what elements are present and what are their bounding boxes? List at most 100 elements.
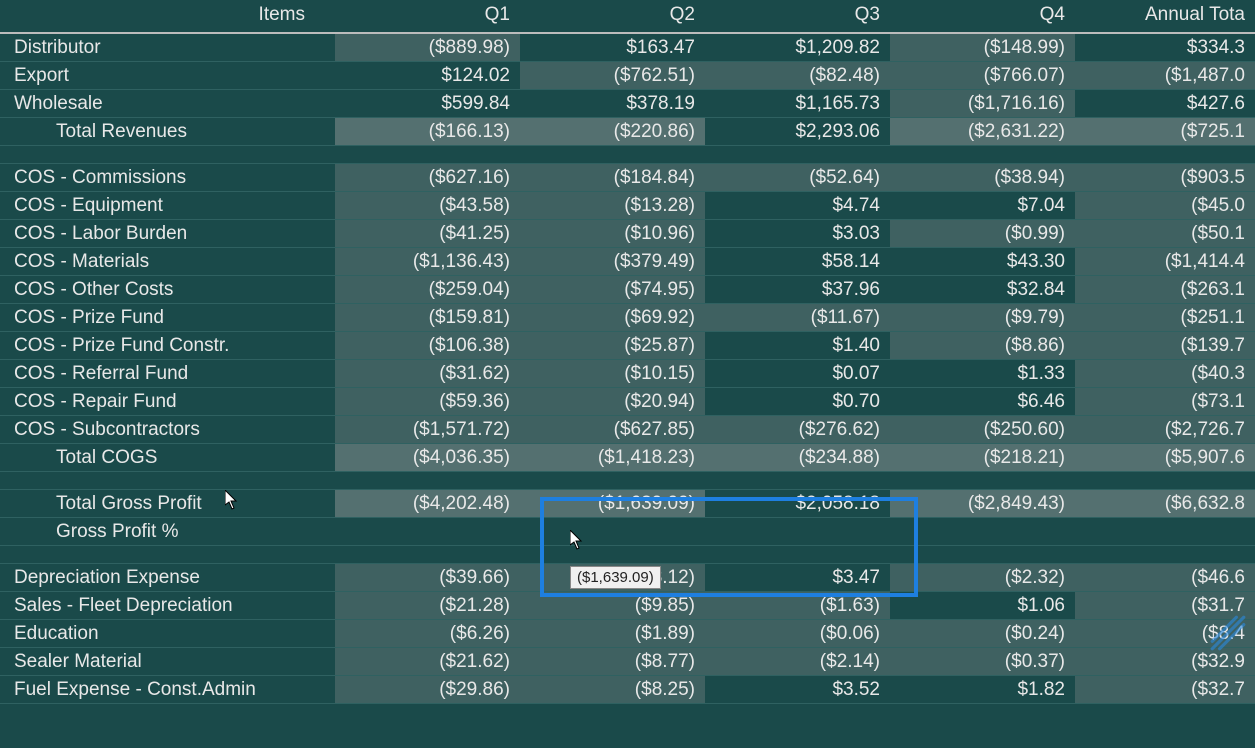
cell-q1[interactable]: ($889.98): [335, 33, 520, 61]
cell-annual[interactable]: $334.3: [1075, 33, 1255, 61]
cell-q4[interactable]: ($9.79): [890, 303, 1075, 331]
cell-q1[interactable]: ($41.25): [335, 219, 520, 247]
header-q4[interactable]: Q4: [890, 0, 1075, 33]
cell-q1[interactable]: ($627.16): [335, 163, 520, 191]
cell-annual[interactable]: ($73.1: [1075, 387, 1255, 415]
cell-q1[interactable]: ($1,136.43): [335, 247, 520, 275]
cell-q3[interactable]: $2,293.06: [705, 117, 890, 145]
cell-annual[interactable]: ($251.1: [1075, 303, 1255, 331]
cell-q4[interactable]: $1.82: [890, 675, 1075, 703]
cell-q4[interactable]: ($0.37): [890, 647, 1075, 675]
row-label[interactable]: Fuel Expense - Const.Admin: [0, 675, 335, 703]
cell-annual[interactable]: ($6,632.8: [1075, 489, 1255, 517]
cell-q2[interactable]: ($8.25): [520, 675, 705, 703]
cell-q1[interactable]: ($31.62): [335, 359, 520, 387]
cell-q1[interactable]: ($43.58): [335, 191, 520, 219]
row-label[interactable]: Sales - Fleet Depreciation: [0, 591, 335, 619]
row-label[interactable]: Total COGS: [0, 443, 335, 471]
cell-q3[interactable]: $58.14: [705, 247, 890, 275]
cell-q1[interactable]: ($59.36): [335, 387, 520, 415]
row-label[interactable]: Export: [0, 61, 335, 89]
cell-q3[interactable]: $1,209.82: [705, 33, 890, 61]
cell-q2[interactable]: ($13.28): [520, 191, 705, 219]
table-row[interactable]: COS - Labor Burden($41.25)($10.96)$3.03(…: [0, 219, 1255, 247]
cell-q4[interactable]: ($1,716.16): [890, 89, 1075, 117]
cell-q3[interactable]: $4.74: [705, 191, 890, 219]
cell-annual[interactable]: $427.6: [1075, 89, 1255, 117]
cell-q4[interactable]: $1.06: [890, 591, 1075, 619]
cell-q2[interactable]: ($762.51): [520, 61, 705, 89]
cell-annual[interactable]: ($5,907.6: [1075, 443, 1255, 471]
table-row[interactable]: COS - Other Costs($259.04)($74.95)$37.96…: [0, 275, 1255, 303]
header-q1[interactable]: Q1: [335, 0, 520, 33]
cell-q3[interactable]: $2,058.18: [705, 489, 890, 517]
cell-q3[interactable]: $3.03: [705, 219, 890, 247]
cell-q1[interactable]: ($21.62): [335, 647, 520, 675]
cell-q1[interactable]: ($4,202.48): [335, 489, 520, 517]
row-label[interactable]: Wholesale: [0, 89, 335, 117]
cell-q4[interactable]: ($218.21): [890, 443, 1075, 471]
row-label[interactable]: COS - Commissions: [0, 163, 335, 191]
cell-q1[interactable]: ($6.26): [335, 619, 520, 647]
cell-q3[interactable]: ($0.06): [705, 619, 890, 647]
cell-annual[interactable]: ($40.3: [1075, 359, 1255, 387]
cell-annual[interactable]: ($139.7: [1075, 331, 1255, 359]
cell-q4[interactable]: $32.84: [890, 275, 1075, 303]
cell-q1[interactable]: $124.02: [335, 61, 520, 89]
cell-q2[interactable]: ($69.92): [520, 303, 705, 331]
cell-annual[interactable]: ($1,414.4: [1075, 247, 1255, 275]
cell-q2[interactable]: ($627.85): [520, 415, 705, 443]
cell-annual[interactable]: ($903.5: [1075, 163, 1255, 191]
row-label[interactable]: Total Gross Profit: [0, 489, 335, 517]
cell-q3[interactable]: $1.40: [705, 331, 890, 359]
cell-q3[interactable]: ($82.48): [705, 61, 890, 89]
cell-q2[interactable]: ($25.87): [520, 331, 705, 359]
cell-q2[interactable]: ($379.49): [520, 247, 705, 275]
cell-q3[interactable]: ($2.14): [705, 647, 890, 675]
table-row[interactable]: COS - Materials($1,136.43)($379.49)$58.1…: [0, 247, 1255, 275]
cell-q3[interactable]: $3.52: [705, 675, 890, 703]
cell-q1[interactable]: ($259.04): [335, 275, 520, 303]
cell-q2[interactable]: ($1,418.23): [520, 443, 705, 471]
cell-q3[interactable]: $37.96: [705, 275, 890, 303]
row-label[interactable]: Sealer Material: [0, 647, 335, 675]
cell-q3[interactable]: $0.07: [705, 359, 890, 387]
cell-q4[interactable]: ($8.86): [890, 331, 1075, 359]
cell-q4[interactable]: ($38.94): [890, 163, 1075, 191]
row-label[interactable]: Depreciation Expense: [0, 563, 335, 591]
cell-q3[interactable]: $3.47: [705, 563, 890, 591]
row-label[interactable]: COS - Prize Fund Constr.: [0, 331, 335, 359]
row-label[interactable]: COS - Materials: [0, 247, 335, 275]
table-row[interactable]: COS - Commissions($627.16)($184.84)($52.…: [0, 163, 1255, 191]
report-table[interactable]: Items Q1 Q2 Q3 Q4 Annual Tota Distributo…: [0, 0, 1255, 704]
cell-annual[interactable]: ($263.1: [1075, 275, 1255, 303]
cell-q1[interactable]: ($166.13): [335, 117, 520, 145]
cell-annual[interactable]: ($2,726.7: [1075, 415, 1255, 443]
row-label[interactable]: Distributor: [0, 33, 335, 61]
cell-q1[interactable]: ($4,036.35): [335, 443, 520, 471]
row-label[interactable]: COS - Equipment: [0, 191, 335, 219]
row-label[interactable]: COS - Subcontractors: [0, 415, 335, 443]
table-row[interactable]: COS - Equipment($43.58)($13.28)$4.74$7.0…: [0, 191, 1255, 219]
cell-q2[interactable]: ($10.15): [520, 359, 705, 387]
table-row[interactable]: Wholesale$599.84$378.19$1,165.73($1,716.…: [0, 89, 1255, 117]
table-row[interactable]: Education($6.26)($1.89)($0.06)($0.24)($8…: [0, 619, 1255, 647]
header-row[interactable]: Items Q1 Q2 Q3 Q4 Annual Tota: [0, 0, 1255, 33]
cell-q4[interactable]: $6.46: [890, 387, 1075, 415]
cell-q1[interactable]: ($106.38): [335, 331, 520, 359]
cell-q1[interactable]: [335, 517, 520, 545]
cell-q2[interactable]: ($8.77): [520, 647, 705, 675]
table-row[interactable]: COS - Subcontractors($1,571.72)($627.85)…: [0, 415, 1255, 443]
cell-q3[interactable]: ($52.64): [705, 163, 890, 191]
header-annual[interactable]: Annual Tota: [1075, 0, 1255, 33]
cell-q2[interactable]: ($20.94): [520, 387, 705, 415]
row-label[interactable]: Gross Profit %: [0, 517, 335, 545]
table-row[interactable]: COS - Prize Fund Constr.($106.38)($25.87…: [0, 331, 1255, 359]
cell-q2[interactable]: ($1.89): [520, 619, 705, 647]
cell-q1[interactable]: ($21.28): [335, 591, 520, 619]
cell-annual[interactable]: ($50.1: [1075, 219, 1255, 247]
cell-annual[interactable]: ($46.6: [1075, 563, 1255, 591]
cell-q3[interactable]: ($1.63): [705, 591, 890, 619]
cell-q2[interactable]: ($10.96): [520, 219, 705, 247]
cell-q4[interactable]: ($2,849.43): [890, 489, 1075, 517]
